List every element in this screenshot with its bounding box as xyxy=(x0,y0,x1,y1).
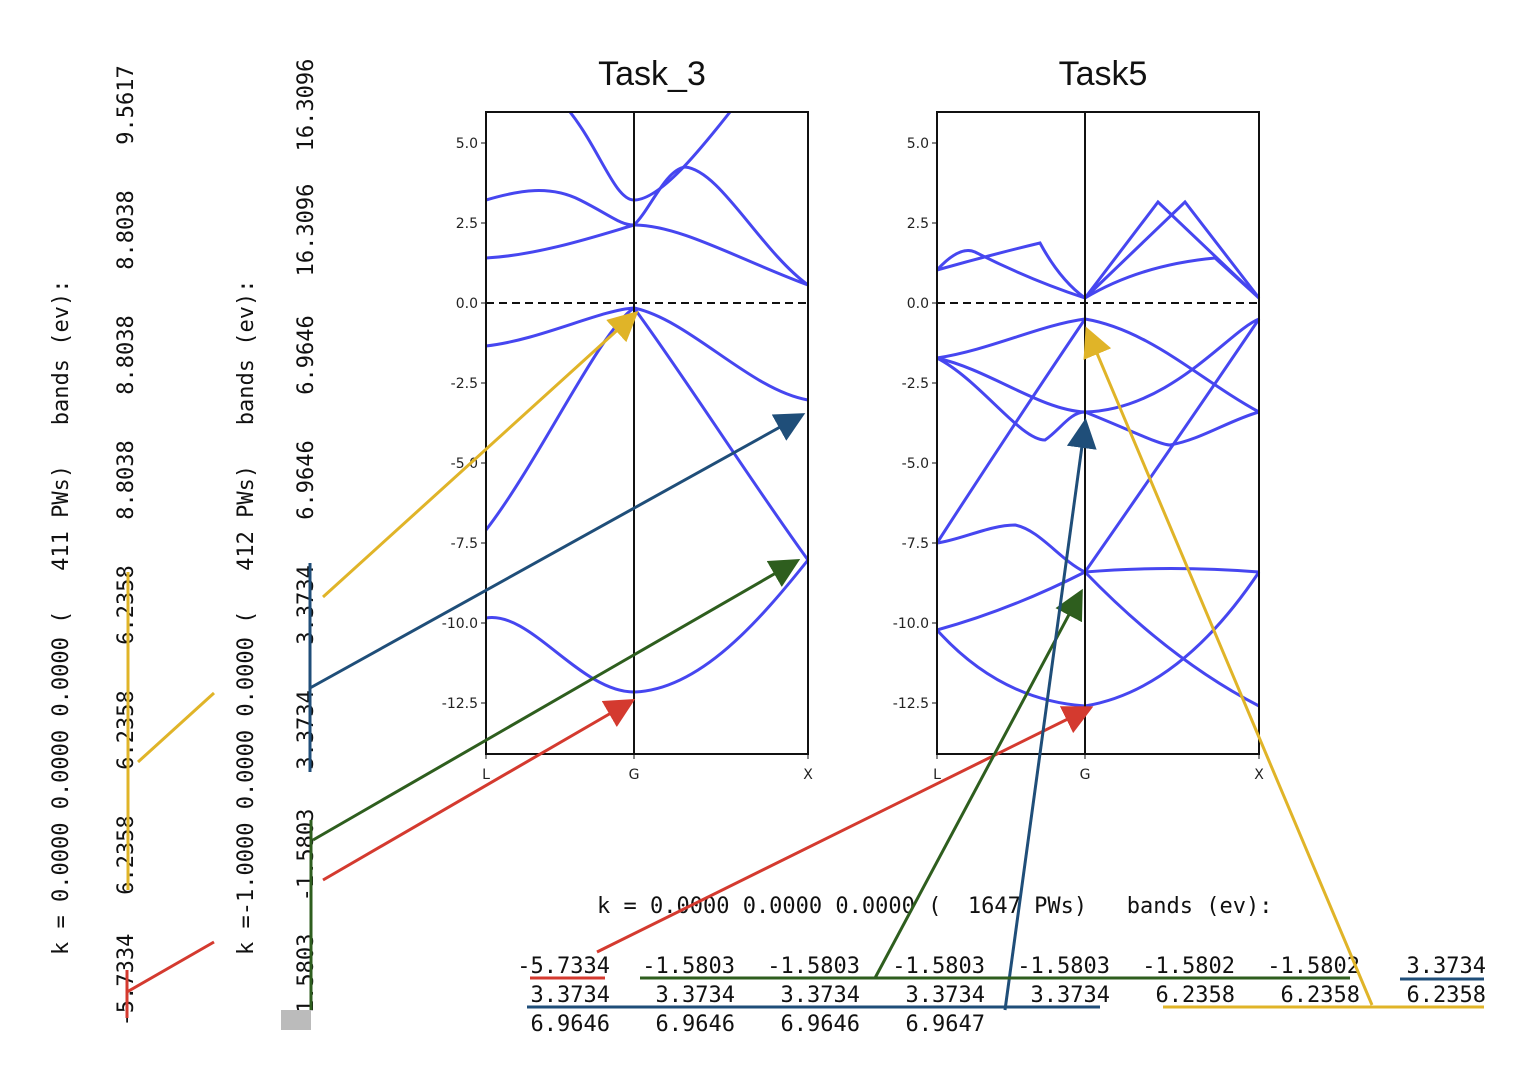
x-tick-label: X xyxy=(803,767,813,783)
y-tick-label: 5.0 xyxy=(907,136,929,152)
k-header: k = 0.0000 0.0000 0.0000 ( 411 PWs) band… xyxy=(49,279,74,955)
band-energy: -1.5803 xyxy=(1017,954,1110,979)
annotations xyxy=(125,310,1484,1018)
y-tick-label: -7.5 xyxy=(451,536,478,552)
band-energy: -1.5803 xyxy=(892,954,985,979)
bands-task5 xyxy=(935,199,1261,708)
y-tick-label: -12.5 xyxy=(893,696,929,712)
band-energy: 6.9646 xyxy=(656,1012,735,1037)
band-energy: 9.5617 xyxy=(114,65,139,144)
y-tick-label: -7.5 xyxy=(902,536,929,552)
band-energy: 3.3734 xyxy=(1407,954,1486,979)
plot-frame xyxy=(936,111,1260,755)
band-energy: 6.9646 xyxy=(294,315,319,394)
y-tick-label: -10.0 xyxy=(442,616,478,632)
band-energy: 3.3734 xyxy=(294,565,319,644)
plot-title: Task_3 xyxy=(598,55,706,93)
band-energy: -1.5803 xyxy=(767,954,860,979)
x-tick-label: G xyxy=(1080,767,1091,783)
band-energy: 6.2358 xyxy=(1407,983,1486,1008)
band-energy: 3.3734 xyxy=(781,983,860,1008)
band-energy: -1.5802 xyxy=(1267,954,1360,979)
band-energy: 6.9646 xyxy=(531,1012,610,1037)
plots: Task_3 5.0 2.5 0.0 -2.5 -5.0 -7.5 -10.0 -12.5 L G X… xyxy=(442,55,1264,783)
band-energy: -1.5803 xyxy=(642,954,735,979)
band-energy: 8.8038 xyxy=(114,190,139,269)
y-tick-label: -5.0 xyxy=(451,456,478,472)
band-energy: -1.5802 xyxy=(1142,954,1235,979)
y-tick-label: 0.0 xyxy=(456,296,478,312)
y-tick-label: 5.0 xyxy=(456,136,478,152)
band-energy: 8.8038 xyxy=(114,315,139,394)
band-energy: 3.3734 xyxy=(1031,983,1110,1008)
band-energy: 6.9647 xyxy=(906,1012,985,1037)
band-energy: -5.7334 xyxy=(517,954,610,979)
band-energy: 16.3096 xyxy=(294,59,319,152)
x-tick-label: G xyxy=(629,767,640,783)
x-tick-label: X xyxy=(1254,767,1264,783)
plot-frame xyxy=(485,111,809,755)
y-tick-label: 2.5 xyxy=(456,216,478,232)
y-tick-label: 0.0 xyxy=(907,296,929,312)
y-tick-label: 2.5 xyxy=(907,216,929,232)
x-tick-label: L xyxy=(482,767,490,783)
y-tick-label: -10.0 xyxy=(893,616,929,632)
outputs: k = 0.0000 0.0000 0.0000 ( 411 PWs) band… xyxy=(49,59,1486,1037)
band-energy: 6.2358 xyxy=(1156,983,1235,1008)
band-energy: 16.3096 xyxy=(294,184,319,277)
band-energy: 3.3734 xyxy=(294,690,319,769)
band-energy: 6.9646 xyxy=(294,440,319,519)
plot-title: Task5 xyxy=(1059,55,1148,93)
y-tick-label: -2.5 xyxy=(902,376,929,392)
band-energy: 6.2358 xyxy=(1281,983,1360,1008)
y-tick-label: -2.5 xyxy=(451,376,478,392)
band-energy: -1.5803 xyxy=(294,809,319,902)
band-energy: 3.3734 xyxy=(531,983,610,1008)
band-energy: 8.8038 xyxy=(114,440,139,519)
k-header: k =-1.0000 0.0000 0.0000 ( 412 PWs) band… xyxy=(234,279,259,955)
x-tick-label: L xyxy=(933,767,941,783)
y-tick-label: -5.0 xyxy=(902,456,929,472)
k-header: k = 0.0000 0.0000 0.0000 ( 1647 PWs) ban… xyxy=(597,894,1273,919)
y-tick-label: -12.5 xyxy=(442,696,478,712)
band-energy: 3.3734 xyxy=(656,983,735,1008)
highlight xyxy=(281,1010,311,1030)
band-energy: 6.9646 xyxy=(781,1012,860,1037)
band-energy: 3.3734 xyxy=(906,983,985,1008)
bands-task3 xyxy=(484,111,810,694)
